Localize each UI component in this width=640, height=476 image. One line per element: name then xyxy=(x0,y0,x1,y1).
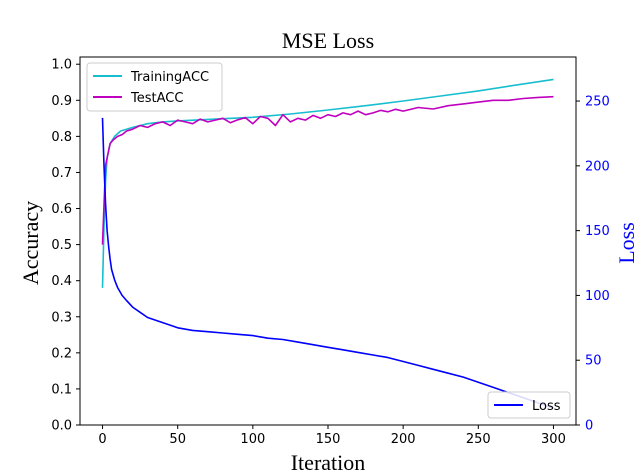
legend-label-testacc: TestACC xyxy=(130,91,183,106)
y2-tick-label: 150 xyxy=(585,224,610,239)
y2-tick-label: 0 xyxy=(585,419,593,434)
y-ticks: 0.0 0.1 0.2 0.3 0.4 0.5 0.6 0.7 0.8 0.9 1.0 xyxy=(51,58,80,434)
x-tick-label: 300 xyxy=(541,432,566,447)
y2-axis-label: Loss xyxy=(614,222,639,264)
y2-tick-label: 50 xyxy=(585,354,602,369)
y-tick-label: 0.2 xyxy=(51,346,72,361)
series-line-loss xyxy=(101,117,554,409)
x-tick-label: 250 xyxy=(466,432,491,447)
x-tick-label: 100 xyxy=(240,432,265,447)
y-tick-label: 0.1 xyxy=(51,382,72,397)
x-tick-label: 150 xyxy=(316,432,341,447)
y-tick-label: 0.6 xyxy=(51,202,72,217)
y2-tick-label: 100 xyxy=(585,289,610,304)
x-tick-label: 200 xyxy=(391,432,416,447)
series-line-testacc xyxy=(101,95,554,245)
y-tick-label: 0.8 xyxy=(51,130,72,145)
x-ticks: 0 50 100 150 200 250 300 xyxy=(98,425,566,447)
y-tick-label: 0.4 xyxy=(51,274,72,289)
y-tick-label: 0.0 xyxy=(51,419,72,434)
plot-lines xyxy=(101,78,554,409)
chart-title: MSE Loss xyxy=(282,28,374,53)
x-tick-label: 50 xyxy=(169,432,186,447)
y-tick-label: 0.5 xyxy=(51,238,72,253)
legend-loss-box xyxy=(487,391,571,419)
plot-frame xyxy=(79,56,577,426)
legend-accuracy: TrainingACC TestACC xyxy=(86,62,223,112)
y2-tick-label: 200 xyxy=(585,159,610,174)
x-axis-label: Iteration xyxy=(291,450,366,475)
x-tick-label: 0 xyxy=(98,432,106,447)
y-axis-label: Accuracy xyxy=(18,201,43,285)
legend-label-trainingacc: TrainingACC xyxy=(130,70,209,85)
y-tick-label: 0.7 xyxy=(51,166,72,181)
y-tick-label: 1.0 xyxy=(51,58,72,73)
legend-label-loss: Loss xyxy=(532,399,561,414)
y-tick-label: 0.3 xyxy=(51,310,72,325)
legend-loss: Loss xyxy=(487,391,571,419)
y2-tick-label: 250 xyxy=(585,95,610,110)
y-tick-label: 0.9 xyxy=(51,94,72,109)
y2-ticks: 0 50 100 150 200 250 xyxy=(576,95,610,434)
